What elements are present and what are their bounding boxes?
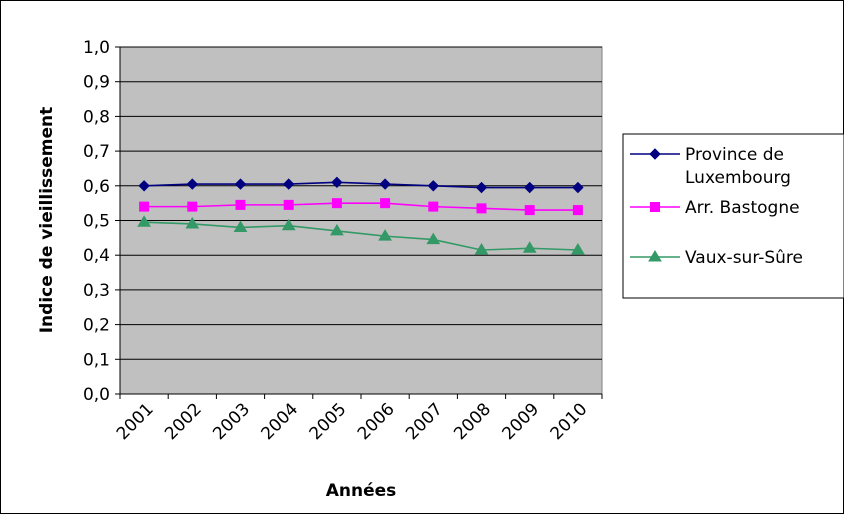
legend-label: Vaux-sur-Sûre — [685, 248, 803, 268]
data-point — [139, 201, 150, 212]
data-point — [475, 181, 488, 194]
data-point — [330, 223, 344, 236]
data-point — [234, 178, 247, 190]
series-1 — [138, 176, 584, 194]
data-point — [428, 201, 439, 212]
series-line — [144, 181, 578, 189]
legend: Province de Luxembourg Arr. Bastogne Vaux-s… — [622, 133, 844, 299]
legend-marker — [648, 250, 662, 262]
data-point — [235, 199, 246, 210]
data-point — [572, 181, 584, 194]
gridlines — [120, 46, 602, 360]
legend-label: Luxembourg — [685, 168, 791, 188]
y-tick-label: 0,3 — [83, 281, 110, 301]
series-line — [144, 221, 578, 251]
data-point — [138, 180, 150, 192]
data-point — [476, 203, 487, 214]
data-point — [185, 216, 200, 229]
data-point — [426, 232, 441, 245]
y-tick-label: 0,6 — [83, 177, 110, 197]
y-axis-ticks: 0,0 0,1 0,2 0,3 0,4 0,5 0,6 0,7 0,8 0,9 1,0 — [83, 38, 120, 405]
legend-entry-1: Province de Luxembourg — [630, 145, 791, 188]
data-point — [571, 243, 585, 255]
legend-label: Province de — [685, 145, 784, 165]
y-tick-label: 0,8 — [83, 107, 110, 127]
data-point — [283, 199, 294, 210]
data-point — [331, 198, 342, 209]
legend-marker — [649, 148, 661, 160]
data-point — [523, 181, 536, 194]
y-tick-label: 0,5 — [83, 212, 110, 232]
data-point — [331, 176, 343, 189]
data-point — [474, 243, 489, 255]
data-point — [187, 201, 198, 212]
data-point — [378, 229, 392, 241]
y-tick-label: 1,0 — [83, 38, 110, 58]
y-tick-label: 0,1 — [83, 350, 110, 370]
legend-label: Arr. Bastogne — [685, 198, 800, 218]
data-point — [524, 205, 535, 216]
data-point — [427, 180, 440, 192]
x-axis-title: Années — [326, 481, 397, 501]
data-point — [186, 178, 199, 190]
legend-entry-3: Vaux-sur-Sûre — [630, 248, 803, 268]
data-point — [522, 241, 537, 253]
y-tick-label: 0,0 — [83, 385, 110, 405]
series-group — [137, 176, 585, 255]
y-tick-label: 0,7 — [83, 142, 110, 162]
y-tick-label: 0,4 — [83, 246, 110, 266]
data-point — [380, 198, 391, 209]
series-3 — [137, 215, 585, 255]
legend-marker — [650, 202, 660, 212]
data-point — [137, 215, 151, 227]
series-line — [144, 202, 578, 211]
data-point — [281, 218, 296, 231]
data-point — [282, 178, 295, 190]
data-point — [233, 220, 248, 232]
y-axis-title: Indice de vieillissement — [37, 107, 57, 334]
data-point — [379, 178, 391, 190]
y-tick-label: 0,2 — [83, 316, 110, 336]
data-point — [572, 205, 583, 216]
series-2 — [139, 198, 583, 216]
legend-box — [622, 133, 844, 299]
legend-entry-2: Arr. Bastogne — [630, 198, 800, 218]
y-tick-label: 0,9 — [83, 73, 110, 93]
